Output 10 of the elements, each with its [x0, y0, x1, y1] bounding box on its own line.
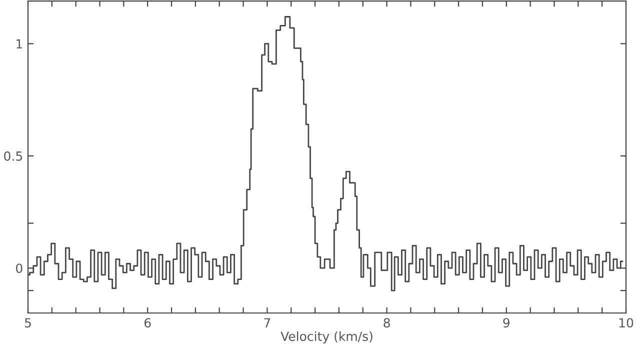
x-tick-label: 5	[24, 318, 31, 328]
x-tick-label: 6	[144, 318, 151, 328]
x-tick-label: 7	[264, 318, 270, 328]
x-tick-label: 8	[384, 318, 390, 328]
y-tick-label: 1	[16, 39, 22, 48]
x-axis-title: Velocity (km/s)	[280, 331, 372, 344]
x-tick-label: 9	[503, 318, 510, 328]
y-tick-label: 0	[16, 264, 22, 274]
x-tick-label: 10	[619, 318, 634, 328]
y-tick-label: 0.5	[4, 151, 22, 161]
